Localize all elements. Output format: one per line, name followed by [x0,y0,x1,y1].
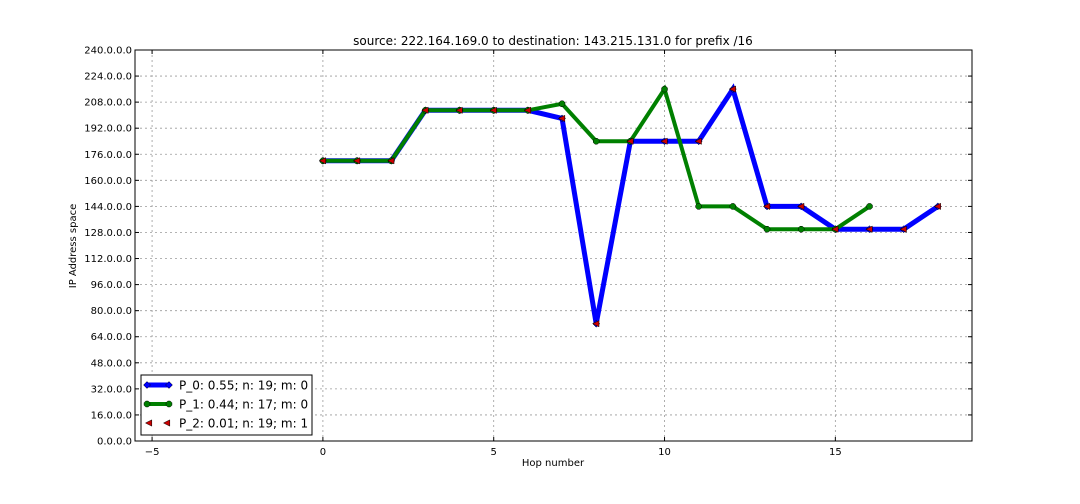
y-tick-label: 224.0.0.0 [84,72,132,83]
y-axis-label: IP Address space [68,204,79,289]
series-2-point [933,202,941,210]
y-tick-label: 0.0.0.0 [97,437,132,448]
series-2-point [387,157,395,165]
series-1-point [763,226,771,233]
legend: P_0: 0.55; n: 19; m: 0 P_1: 0.44; n: 17; … [140,374,313,436]
legend-entry-label: P_0: 0.55; n: 19; m: 0 [179,379,308,393]
series-2-point [489,106,497,114]
y-tick-label: 208.0.0.0 [84,98,132,109]
legend-marker-1 [143,400,151,408]
series-2-point [831,225,839,233]
y-tick-label: 64.0.0.0 [91,332,132,343]
x-axis-label: Hop number [522,458,585,469]
series-2-point [728,85,736,93]
series-2-point [626,137,634,145]
series-2-point [797,202,805,210]
x-tick-label: 0 [320,447,326,458]
series-1-point [558,100,566,107]
x-tick-label: 10 [658,447,671,458]
axis-ticks: −5 0 5 10 15 0.0.0.0 16.0.0.0 32.0.0.0 48.0.0.0 6… [84,46,972,458]
series-1-point [593,138,600,145]
series-2-point [865,225,873,233]
series-2-point [899,225,907,233]
y-tick-label: 144.0.0.0 [84,202,132,213]
y-tick-label: 160.0.0.0 [84,176,132,187]
series-1-point [866,203,873,210]
series-1-point [729,203,737,210]
series-2-point [592,320,600,328]
series-2-point [421,106,429,114]
legend-entry-label: P_1: 0.44; n: 17; m: 0 [179,398,308,412]
y-tick-label: 96.0.0.0 [91,280,132,291]
series-2-point [660,137,668,145]
y-tick-label: 32.0.0.0 [91,384,132,395]
legend-marker-0 [143,381,151,389]
legend-marker-2 [144,419,153,427]
y-tick-label: 192.0.0.0 [84,124,132,135]
legend-entry-label: P_2: 0.01; n: 19; m: 1 [179,417,308,431]
y-tick-label: 128.0.0.0 [84,228,132,239]
series-lines [318,83,942,328]
series-2-point [455,106,463,114]
series-2-point [694,137,702,145]
plot-frame [134,49,973,442]
series-2-point [557,114,566,122]
series-2-point [523,106,531,114]
x-tick-label: −5 [145,447,160,458]
chart-title: source: 222.164.169.0 to destination: 14… [353,34,753,48]
y-tick-label: 16.0.0.0 [91,410,132,421]
y-tick-label: 48.0.0.0 [91,358,132,369]
series-1-point [695,203,702,210]
y-tick-label: 240.0.0.0 [84,46,132,57]
x-tick-label: 5 [491,447,497,458]
legend-marker-1 [165,400,173,408]
y-tick-label: 176.0.0.0 [84,150,132,161]
x-tick-label: 15 [829,447,842,458]
y-tick-label: 112.0.0.0 [84,254,132,265]
series-1-point [661,85,668,93]
series-2-point [353,157,361,165]
legend-marker-0 [165,381,173,389]
series-2-point [762,202,771,210]
series-1-point [797,226,805,233]
series-2-point [318,157,326,165]
y-tick-label: 80.0.0.0 [91,306,132,317]
legend-marker-2 [162,419,171,427]
